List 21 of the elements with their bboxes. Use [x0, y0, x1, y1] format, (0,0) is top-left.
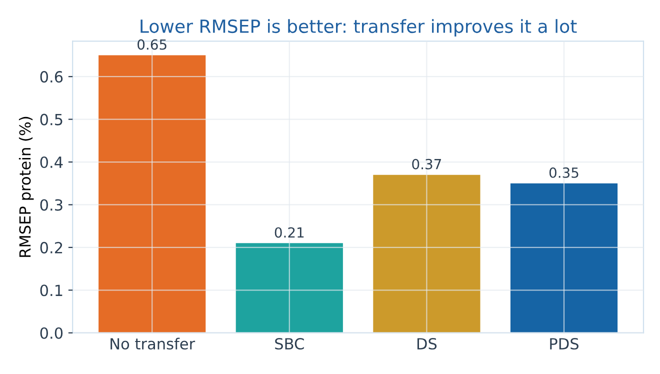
x-tick-label: SBC [275, 338, 304, 350]
x-tick-label: PDS [550, 338, 578, 350]
y-tick-label: 0.5 [40, 114, 62, 126]
y-tick-label: 0.2 [40, 242, 62, 254]
y-tick-label: 0.0 [40, 327, 63, 339]
data-label: 0.65 [138, 39, 166, 50]
bar [98, 55, 206, 333]
y-tick-label: 0.1 [40, 284, 62, 296]
data-label: 0.37 [412, 158, 441, 170]
bar [373, 174, 480, 333]
y-tick-label: 0.3 [40, 199, 62, 211]
data-label: 0.21 [274, 227, 304, 238]
data-label: 0.35 [549, 167, 578, 178]
x-tick-label: DS [417, 338, 437, 350]
bar [236, 243, 343, 333]
bar [510, 183, 618, 333]
y-tick-label: 0.6 [40, 71, 63, 83]
x-tick-label: No transfer [110, 338, 196, 350]
y-tick-label: 0.4 [40, 156, 63, 168]
y-axis-title: RMSEP protein (%) [18, 116, 34, 257]
chart-title: Lower RMSEP is better: transfer improves it a lot [140, 19, 577, 37]
